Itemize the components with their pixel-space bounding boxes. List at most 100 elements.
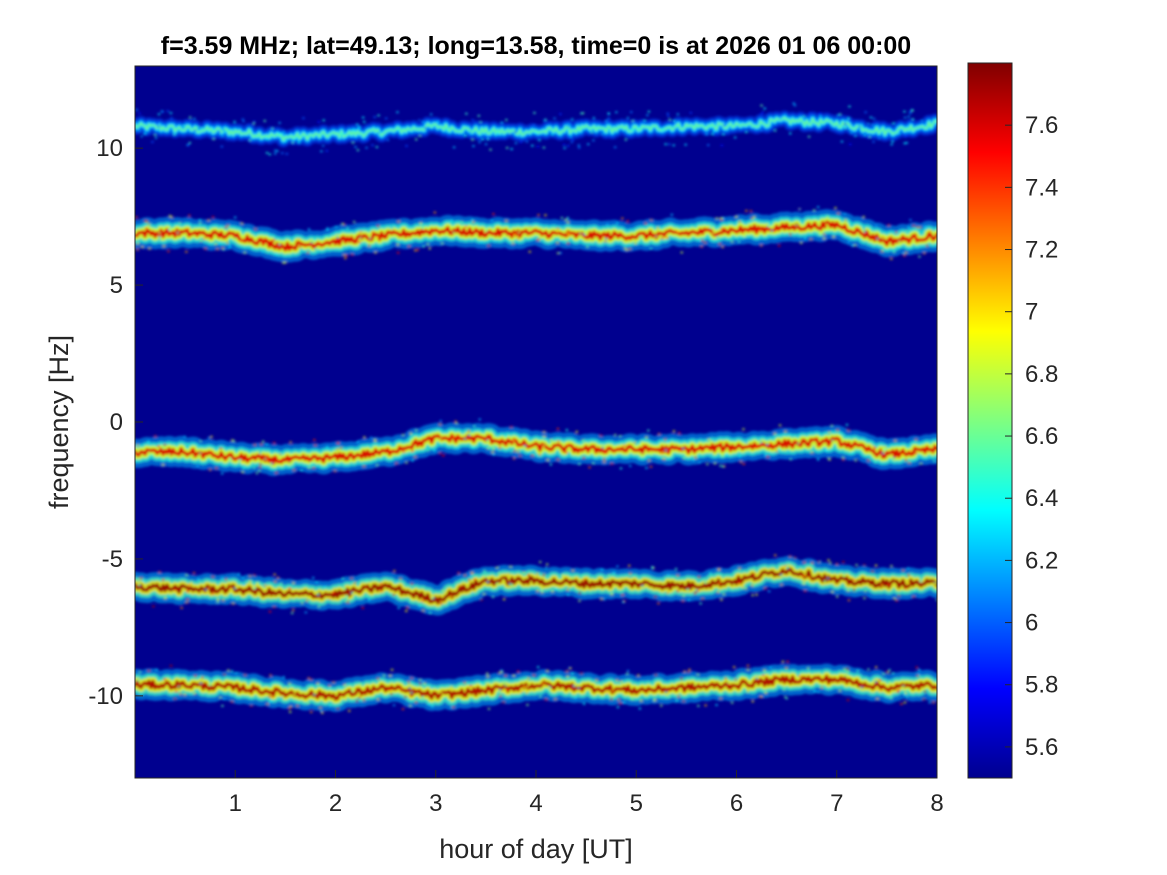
- band-speckle: [421, 226, 424, 229]
- band-speckle: [421, 121, 425, 123]
- band-speckle: [546, 669, 549, 672]
- band-speckle: [851, 244, 854, 247]
- band-speckle: [186, 442, 189, 445]
- band-speckle: [752, 216, 756, 218]
- colorbar-tick-label: 6: [1025, 610, 1038, 637]
- band-speckle: [196, 465, 199, 467]
- band-speckle: [268, 610, 272, 613]
- colorbar-tick-label: 6.6: [1025, 423, 1058, 450]
- band-speckle: [698, 239, 702, 242]
- band-speckle: [916, 226, 919, 229]
- band-speckle: [845, 423, 849, 426]
- band-speckle: [377, 131, 380, 134]
- band-speckle: [463, 681, 466, 684]
- band-speckle: [350, 591, 354, 594]
- band-speckle: [358, 241, 361, 244]
- band-speckle: [154, 137, 158, 139]
- band-speckle: [935, 599, 937, 601]
- band-speckle: [808, 115, 811, 118]
- band-speckle: [661, 694, 665, 697]
- band-speckle: [912, 224, 915, 227]
- band-speckle: [692, 459, 695, 462]
- band-speckle: [222, 129, 225, 132]
- band-speckle: [906, 567, 910, 570]
- band-speckle: [904, 459, 908, 462]
- band-speckle: [843, 123, 847, 126]
- band-speckle: [626, 220, 629, 223]
- band-speckle: [396, 251, 400, 254]
- band-speckle: [818, 112, 822, 115]
- band-speckle: [439, 437, 442, 440]
- band-speckle: [411, 437, 414, 440]
- band-speckle: [272, 239, 276, 242]
- band-speckle: [278, 243, 281, 246]
- band-speckle: [713, 462, 717, 465]
- band-speckle: [908, 461, 911, 464]
- band-speckle: [326, 227, 329, 230]
- band-speckle: [242, 583, 245, 586]
- band-speckle: [758, 229, 762, 232]
- band-speckle: [766, 456, 770, 458]
- band-speckle: [513, 233, 516, 236]
- band-speckle: [352, 129, 356, 132]
- band-speckle: [619, 702, 622, 705]
- band-speckle: [155, 668, 158, 671]
- colorbar-tick-label: 6.8: [1025, 361, 1058, 388]
- band-speckle: [554, 587, 558, 590]
- band-speckle: [725, 453, 728, 456]
- band-speckle: [729, 449, 732, 452]
- band-speckle: [549, 463, 553, 466]
- band-speckle: [253, 443, 257, 446]
- band-speckle: [344, 698, 348, 701]
- band-speckle: [795, 224, 798, 227]
- band-speckle: [751, 584, 754, 587]
- band-speckle: [168, 214, 172, 217]
- band-speckle: [577, 146, 581, 149]
- band-speckle: [569, 667, 572, 670]
- band-speckle: [333, 470, 337, 473]
- band-speckle: [199, 682, 203, 684]
- band-speckle: [248, 139, 252, 142]
- band-speckle: [241, 462, 244, 465]
- band-speckle: [862, 215, 865, 218]
- band-speckle: [824, 447, 827, 450]
- band-speckle: [175, 690, 178, 693]
- band-speckle: [138, 584, 141, 587]
- band-speckle: [536, 666, 540, 669]
- band-speckle: [565, 670, 569, 673]
- band-speckle: [429, 233, 433, 236]
- band-speckle: [557, 440, 560, 443]
- band-speckle: [711, 679, 714, 682]
- band-speckle: [819, 115, 822, 118]
- band-speckle: [297, 237, 300, 240]
- band-speckle: [668, 118, 672, 121]
- band-speckle: [449, 699, 452, 702]
- band-speckle: [896, 233, 899, 235]
- band-speckle: [482, 593, 486, 596]
- band-speckle: [486, 447, 490, 450]
- band-speckle: [909, 239, 912, 242]
- band-speckle: [261, 440, 265, 443]
- band-speckle: [849, 143, 852, 146]
- band-speckle: [332, 681, 335, 684]
- band-speckle: [666, 237, 670, 239]
- band-speckle: [846, 667, 849, 670]
- band-speckle: [785, 697, 789, 700]
- y-tick-label: -10: [88, 683, 123, 710]
- band-speckle: [192, 572, 196, 574]
- band-speckle: [675, 699, 679, 702]
- band-speckle: [626, 672, 629, 675]
- band-speckle: [216, 601, 219, 603]
- band-speckle: [903, 142, 906, 145]
- band-speckle: [224, 226, 228, 229]
- band-speckle: [603, 458, 606, 461]
- band-speckle: [410, 598, 413, 601]
- band-speckle: [468, 131, 472, 134]
- band-speckle: [501, 671, 504, 673]
- band-speckle: [802, 115, 806, 118]
- band-speckle: [724, 677, 727, 680]
- band-speckle: [575, 430, 578, 433]
- band-speckle: [701, 239, 704, 242]
- band-speckle: [294, 137, 297, 140]
- band-speckle: [720, 144, 724, 147]
